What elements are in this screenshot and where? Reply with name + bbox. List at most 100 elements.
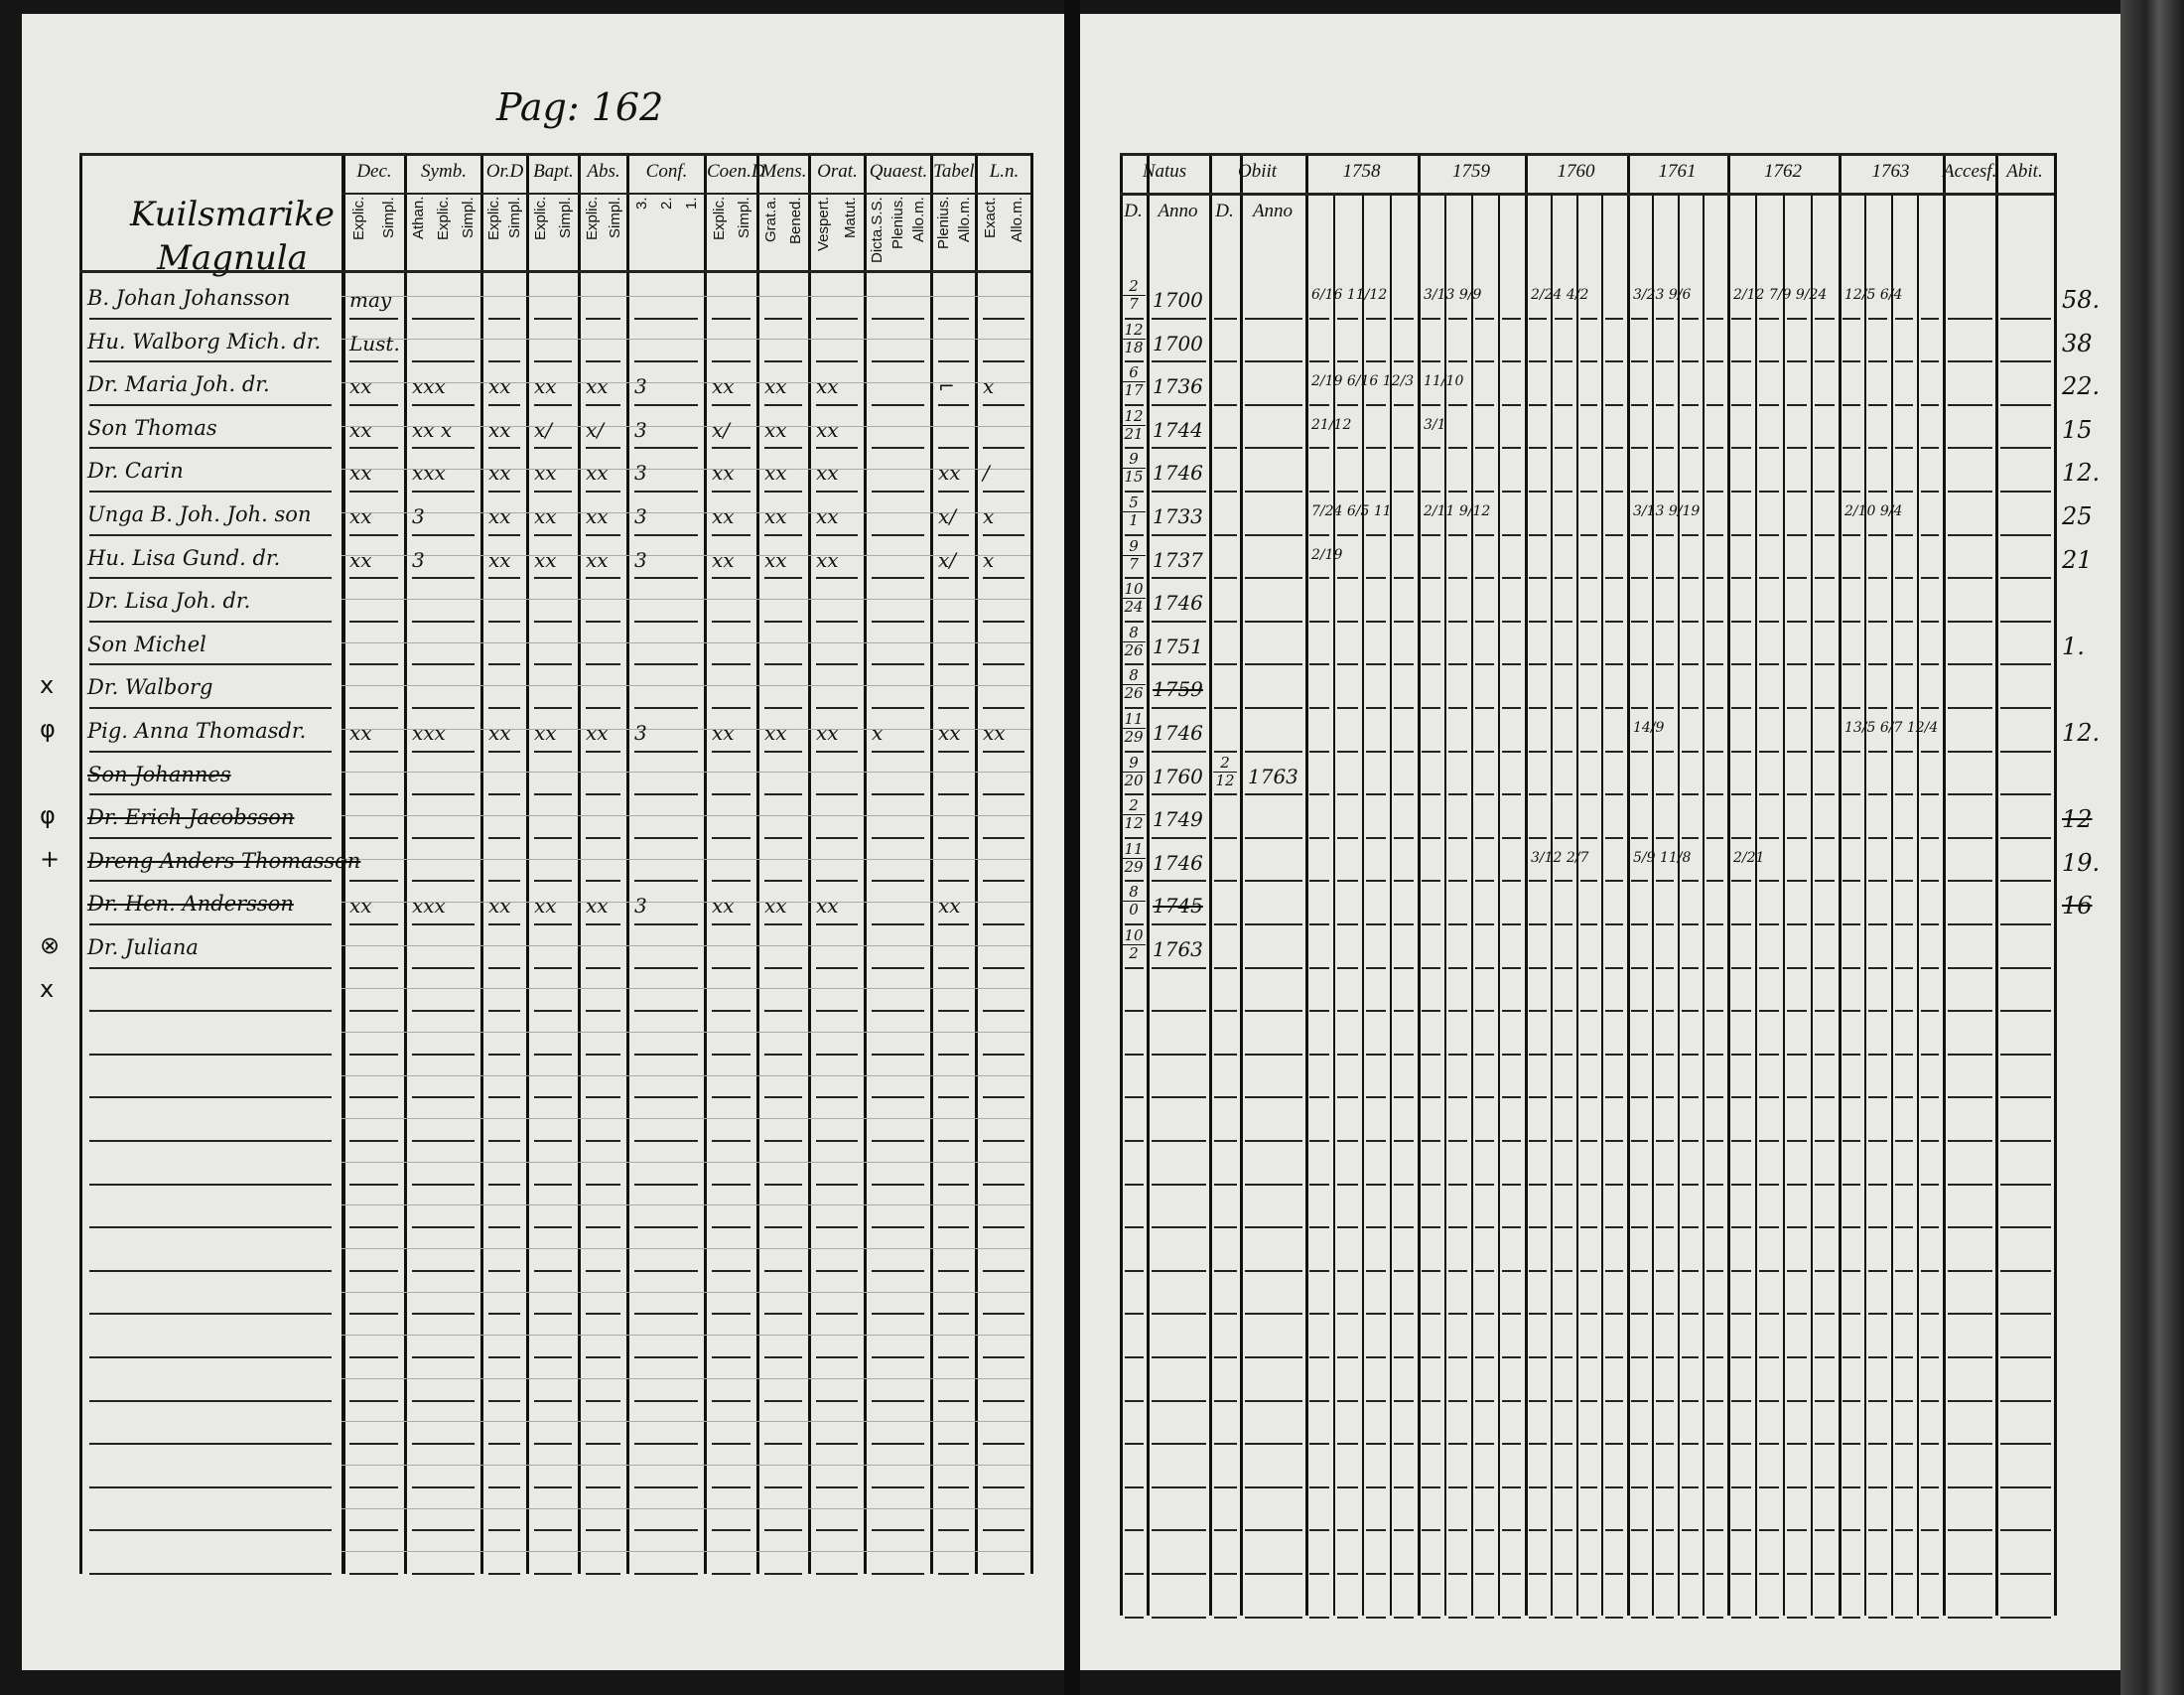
cell-line [712, 317, 751, 320]
cell-line [1579, 533, 1598, 536]
cell-line [1152, 1616, 1206, 1619]
cell-line [712, 1356, 751, 1358]
cell-line [534, 1096, 572, 1099]
cell-line [1815, 1226, 1835, 1229]
cell-line [586, 317, 620, 320]
cell-line [1868, 1010, 1887, 1013]
cell-line [1554, 1269, 1572, 1272]
cell-line [1868, 880, 1887, 883]
cell-line [1631, 1313, 1649, 1316]
column-subheader: Explic. [583, 197, 601, 241]
death-day: 2 12 [1213, 754, 1237, 789]
cell-line [938, 1529, 969, 1532]
cell-line [1605, 836, 1623, 839]
cell-line [1843, 1269, 1861, 1272]
exam-mark: xx [488, 894, 511, 918]
cell-line [1843, 317, 1861, 320]
birth-day: 9 15 [1122, 451, 1146, 486]
column-divider [704, 153, 707, 1574]
cell-line [1152, 1313, 1206, 1316]
cell-line [1393, 533, 1414, 536]
cell-line [1337, 1399, 1358, 1402]
row-line [89, 707, 332, 709]
cell-line [1502, 447, 1521, 450]
cell-line [1393, 317, 1414, 320]
cell-line [488, 1226, 520, 1229]
column-divider [975, 153, 978, 1574]
cell-line [1815, 491, 1835, 493]
year-subdivider [1864, 193, 1867, 1616]
exam-mark: xxx [412, 374, 446, 399]
person-name: B. Johan Johansson [87, 286, 291, 310]
cell-line [1245, 966, 1302, 969]
cell-line [488, 707, 520, 709]
cell-line [1843, 1529, 1861, 1532]
cell-line [488, 966, 520, 969]
cell-line [1787, 707, 1807, 709]
cell-line [534, 403, 572, 406]
cell-line [1448, 1573, 1467, 1575]
year-mark: 5/9 11/8 [1633, 849, 1692, 866]
cell-line [1309, 360, 1330, 363]
cell-line [1920, 966, 1939, 969]
row-line [89, 577, 332, 580]
column-subheader: Plenius. [889, 197, 906, 250]
cell-line [1448, 533, 1467, 536]
abit-value: 58. [2062, 286, 2101, 314]
cell-line [1448, 491, 1467, 493]
cell-line [1554, 577, 1572, 580]
cell-line [586, 880, 620, 883]
cell-line [816, 1226, 858, 1229]
row-line [89, 317, 332, 320]
cell-line [983, 1010, 1024, 1013]
cell-line [1448, 880, 1467, 883]
cell-line [1309, 707, 1330, 709]
cell-line [1245, 663, 1302, 666]
cell-line [634, 836, 698, 839]
cell-line [1759, 1226, 1779, 1229]
exam-mark: xx [816, 461, 839, 486]
cell-line [712, 1529, 751, 1532]
birth-year: 1759 [1153, 677, 1203, 702]
cell-line [1365, 1443, 1386, 1446]
column-divider [1030, 153, 1033, 1574]
cell-line [1475, 1010, 1494, 1013]
cell-line [1656, 1529, 1674, 1532]
cell-line [1422, 1053, 1440, 1056]
exam-mark: xx [816, 417, 839, 442]
cell-line [1365, 620, 1386, 623]
cell-line [764, 1356, 802, 1358]
cell-line [1393, 491, 1414, 493]
cell-line [816, 1573, 858, 1575]
cell-line [1475, 1096, 1494, 1099]
cell-line [586, 533, 620, 536]
cell-line [1948, 1356, 1992, 1358]
cell-line [816, 620, 858, 623]
cell-line [1731, 620, 1751, 623]
cell-line [1448, 403, 1467, 406]
birth-day-part: 21 [1124, 424, 1144, 443]
column-subheader: Simpl. [380, 197, 397, 238]
cell-line [1554, 793, 1572, 796]
cell-line [1529, 663, 1547, 666]
cell-line [1948, 1399, 1992, 1402]
cell-line [634, 1485, 698, 1488]
cell-line [1759, 577, 1779, 580]
cell-line [1894, 317, 1913, 320]
column-header: Quaest. [869, 161, 928, 182]
cell-line [2000, 1269, 2051, 1272]
cell-line [1579, 793, 1598, 796]
cell-line [712, 403, 751, 406]
cell-line [1759, 620, 1779, 623]
margin-mark: φ [40, 715, 56, 743]
abit-value: 15 [2062, 415, 2093, 444]
abit-value: 16 [2062, 892, 2093, 920]
cell-line [1529, 836, 1547, 839]
exam-mark: 3 [634, 504, 647, 528]
exam-mark: xx [816, 547, 839, 572]
cell-line [1920, 1269, 1939, 1272]
column-header: Anno [1158, 201, 1198, 221]
birth-day-part: 7 [1129, 295, 1139, 313]
cell-line [764, 403, 802, 406]
cell-line [1309, 577, 1330, 580]
